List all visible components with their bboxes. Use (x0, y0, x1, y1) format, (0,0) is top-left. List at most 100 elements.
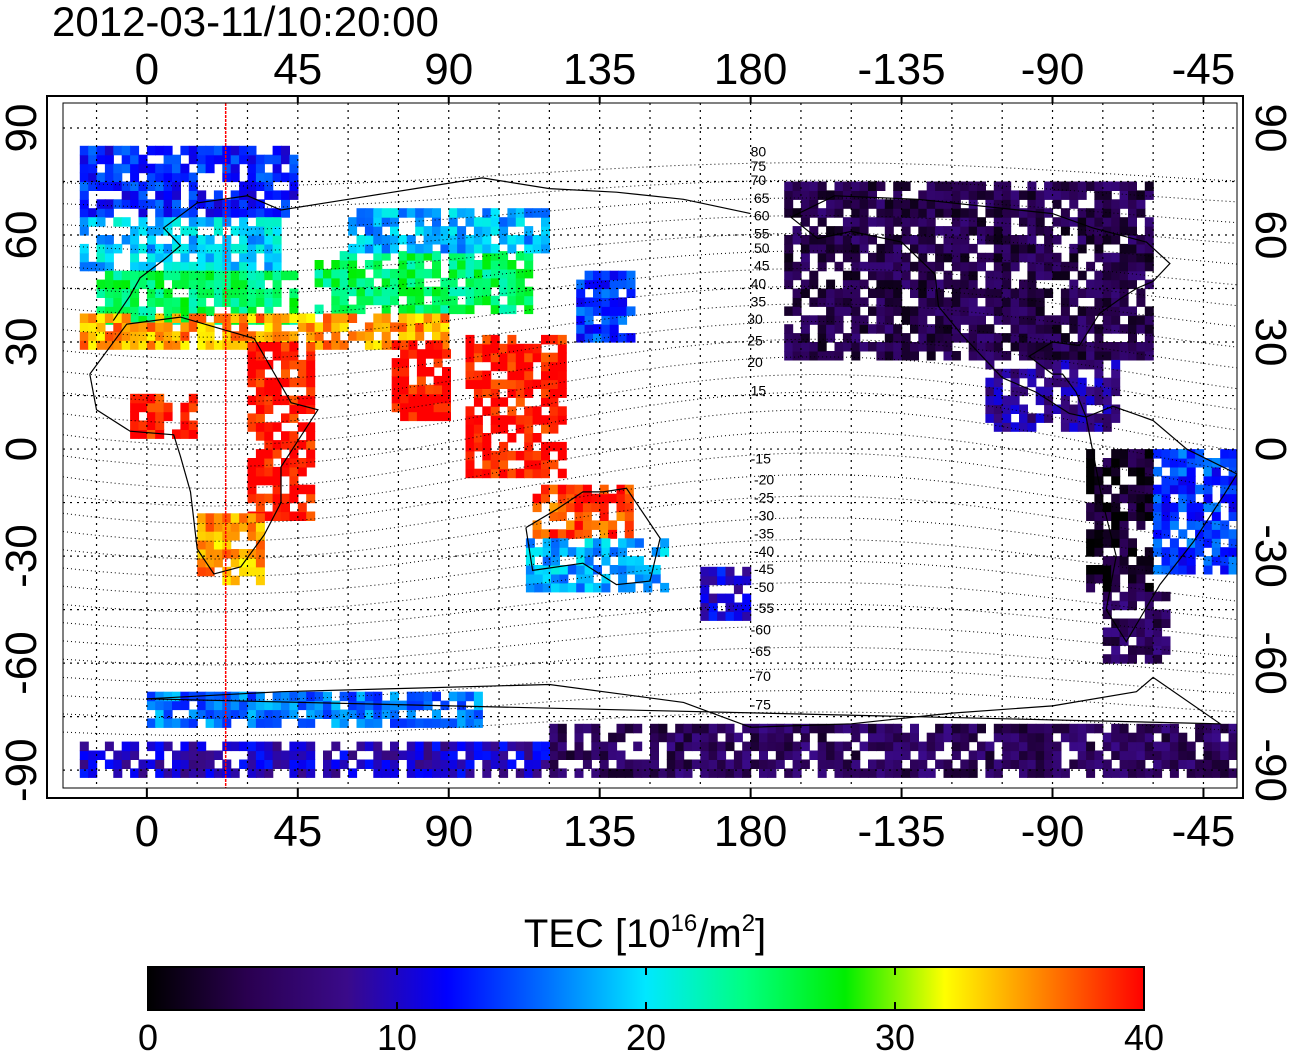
tec-cell (1186, 502, 1196, 513)
tec-cell (88, 313, 98, 323)
tec-cell (213, 261, 223, 272)
tec-cell (146, 145, 156, 156)
tec-cell (1035, 243, 1045, 254)
tec-cell (876, 306, 886, 316)
tec-cell (197, 522, 207, 532)
tec-cell (255, 566, 265, 577)
tec-cell (264, 208, 274, 218)
tec-cell (1119, 618, 1129, 628)
tec-cell (532, 502, 542, 513)
tec-cell (1119, 547, 1129, 557)
tec-cell (96, 261, 106, 272)
tec-cell (423, 691, 433, 702)
tec-cell (272, 466, 282, 477)
tec-cell (255, 342, 265, 352)
tec-cell (188, 322, 198, 332)
tec-cell (113, 297, 123, 307)
tec-cell (255, 235, 265, 245)
tec-cell (213, 226, 223, 236)
tec-cell (1044, 190, 1054, 200)
tec-cell (868, 768, 877, 778)
tec-cell (180, 340, 190, 350)
tec-cell (499, 277, 509, 288)
tec-cell (415, 768, 425, 778)
tec-cell (1169, 547, 1179, 557)
tec-cell (1069, 741, 1079, 752)
tec-cell (79, 199, 89, 209)
tec-cell (205, 261, 215, 272)
tec-cell (163, 145, 173, 156)
tec-cell (96, 217, 106, 227)
tec-cell (1128, 226, 1137, 236)
tec-cell (1027, 190, 1037, 200)
tec-cell (708, 593, 718, 604)
tec-cell (364, 208, 374, 218)
tec-cell (88, 163, 98, 174)
tec-cell (163, 172, 173, 183)
tec-cell (230, 297, 240, 307)
tec-cell (197, 557, 207, 568)
tec-cell (130, 340, 140, 350)
tec-cell (1019, 190, 1028, 200)
tec-cell (222, 575, 232, 586)
tec-cell (683, 759, 693, 769)
tec-cell (1094, 750, 1104, 760)
tec-cell (499, 260, 509, 270)
tec-cell (138, 154, 148, 165)
tec-cell (1161, 475, 1171, 486)
tec-cell (910, 768, 919, 778)
tec-cell (1019, 315, 1028, 325)
tec-cell (163, 306, 173, 316)
tec-cell (482, 768, 492, 778)
tec-cell (188, 288, 198, 298)
tec-cell (408, 402, 418, 413)
mag-label: 80 (751, 144, 767, 160)
tec-cell (104, 172, 114, 183)
tec-cell (542, 547, 552, 557)
tec-cell (1060, 270, 1070, 281)
tec-cell (608, 520, 618, 530)
tec-cell (373, 251, 383, 261)
tec-cell (130, 163, 140, 174)
tec-cell (717, 759, 727, 769)
tec-cell (1136, 511, 1146, 521)
tec-cell (1035, 288, 1045, 298)
tec-cell (1002, 190, 1012, 200)
tec-cell (213, 691, 223, 702)
tec-cell (222, 540, 232, 550)
tec-cell (601, 538, 611, 548)
tec-cell (130, 270, 140, 281)
tec-cell (926, 208, 936, 218)
tec-cell (314, 322, 324, 332)
tec-cell (490, 251, 500, 261)
tec-cell (532, 433, 542, 443)
tec-cell (398, 260, 408, 270)
tec-cell (188, 768, 198, 778)
tec-cell (918, 226, 928, 236)
tec-cell (884, 252, 894, 263)
tec-cell (660, 547, 670, 557)
tec-cell (624, 723, 634, 734)
tec-cell (1019, 333, 1028, 343)
tec-cell (272, 511, 282, 521)
tec-cell (826, 333, 836, 343)
tec-cell (104, 340, 114, 350)
tec-cell (985, 288, 995, 298)
tec-cell (567, 582, 577, 593)
tec-cell (1086, 475, 1096, 486)
tec-cell (163, 691, 173, 702)
tec-cell (391, 402, 401, 413)
tec-cell (1102, 582, 1112, 593)
tec-cell (432, 331, 441, 341)
tec-cell (935, 315, 945, 325)
tec-cell (247, 306, 257, 316)
tec-cell (532, 520, 542, 530)
tec-cell (297, 440, 307, 450)
tec-cell (524, 208, 534, 218)
tec-cell (918, 768, 928, 778)
tec-cell (725, 732, 735, 743)
tec-cell (1010, 386, 1020, 397)
tec-cell (255, 718, 265, 728)
tec-cell (817, 217, 827, 227)
tec-cell (842, 768, 852, 778)
